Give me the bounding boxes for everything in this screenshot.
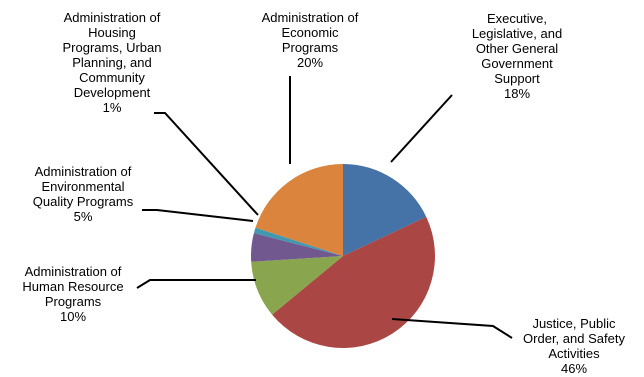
leader-line: [390, 94, 453, 163]
pie-slice: [250, 233, 343, 262]
slice-category-label: Government: [481, 56, 553, 71]
slice-percent-label: 5%: [74, 209, 93, 224]
slice-category-label: Support: [494, 71, 540, 86]
slice-category-label: Housing: [88, 25, 136, 40]
slice-category-label: Activities: [548, 346, 600, 361]
slice-label-group: Administration of Housing Programs, Urban P…: [63, 10, 162, 115]
slice-category-label: Order, and Safety: [523, 331, 625, 346]
slice-category-label: Administration of: [262, 10, 359, 25]
slice-percent-label: 46%: [561, 361, 587, 376]
leader-lines: [136, 76, 513, 339]
slice-label: Justice, Public Order, and Safety Activiti…: [523, 316, 625, 376]
slice-label-group: Administration of Human Resource Programs 1…: [22, 264, 123, 324]
slice-category-label: Environmental: [41, 179, 124, 194]
slice-label: Administration of Housing Programs, Urban P…: [63, 10, 162, 115]
slice-category-label: Quality Programs: [33, 194, 134, 209]
slice-label-group: Executive, Legislative, and Other General G…: [472, 11, 562, 101]
leader-line: [136, 279, 256, 289]
pie-slice: [251, 256, 343, 315]
slice-percent-label: 20%: [297, 55, 323, 70]
slice-label: Administration of Human Resource Programs 1…: [22, 264, 123, 324]
slice-label: Administration of Economic Programs 20%: [262, 10, 359, 70]
pie-slices: [250, 164, 435, 348]
pie-slice: [253, 227, 343, 256]
slice-category-label: Administration of: [64, 10, 161, 25]
slice-label: Administration of Environmental Quality Pr…: [33, 164, 134, 224]
slice-category-label: Community: [79, 70, 145, 85]
slice-category-label: Planning, and: [72, 55, 152, 70]
slice-category-label: Justice, Public: [532, 316, 616, 331]
leader-line: [391, 318, 513, 339]
slice-percent-label: 18%: [504, 86, 530, 101]
leader-line: [142, 209, 254, 222]
slice-labels: Executive, Legislative, and Other General G…: [22, 10, 625, 376]
slice-label-group: Administration of Environmental Quality Pr…: [33, 164, 134, 224]
slice-category-label: Human Resource: [22, 279, 123, 294]
slice-label-group: Justice, Public Order, and Safety Activiti…: [523, 316, 625, 376]
slice-category-label: Programs: [45, 294, 102, 309]
slice-category-label: Administration of: [35, 164, 132, 179]
slice-label-group: Administration of Economic Programs 20%: [262, 10, 359, 70]
pie-slice: [272, 216, 435, 348]
pie-slice: [255, 164, 343, 256]
slice-category-label: Economic: [281, 25, 339, 40]
pie-slice: [343, 164, 427, 256]
slice-category-label: Development: [74, 85, 151, 100]
slice-category-label: Administration of: [25, 264, 122, 279]
slice-category-label: Programs: [282, 40, 339, 55]
slice-percent-label: 1%: [103, 100, 122, 115]
slice-percent-label: 10%: [60, 309, 86, 324]
slice-category-label: Other General: [476, 41, 558, 56]
slice-category-label: Legislative, and: [472, 26, 562, 41]
slice-category-label: Executive,: [487, 11, 547, 26]
slice-label: Executive, Legislative, and Other General G…: [472, 11, 562, 101]
leader-line: [154, 112, 259, 216]
slice-category-label: Programs, Urban: [63, 40, 162, 55]
